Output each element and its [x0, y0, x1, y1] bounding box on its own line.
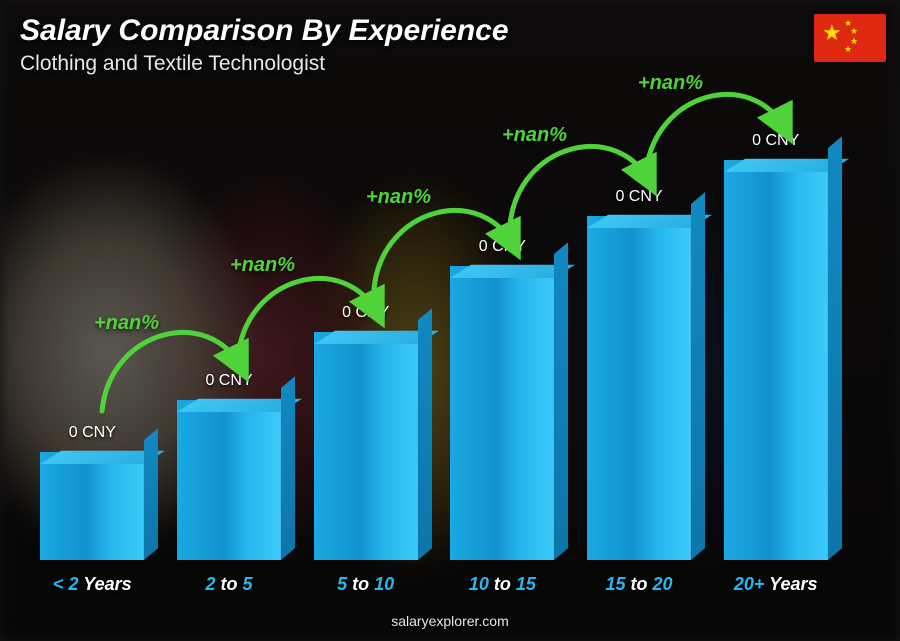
bar-front-face: [40, 452, 144, 560]
bar-side-face: [554, 242, 568, 560]
bar-group: 0 CNY 10 to 15: [434, 238, 571, 595]
bar: [724, 160, 828, 560]
category-label-part: 10: [469, 574, 489, 594]
bar-side-face: [418, 308, 432, 560]
delta-label: +nan%: [230, 254, 295, 277]
bar: [587, 216, 691, 560]
category-label-part: 20: [653, 574, 673, 594]
category-label-part: 15: [605, 574, 625, 594]
bar-group: 0 CNY 20+ Years: [707, 132, 844, 595]
bar-chart: 0 CNY< 2 Years0 CNY2 to 50 CNY5 to 100 C…: [24, 108, 844, 595]
bar-category-label: 5 to 10: [337, 574, 394, 595]
bar-group: 0 CNY 2 to 5: [161, 372, 298, 595]
bar-side-face: [144, 428, 158, 560]
bar: [40, 452, 144, 560]
delta-label: +nan%: [638, 72, 703, 95]
bar-group: 0 CNY 15 to 20: [571, 188, 708, 595]
chart-title: Salary Comparison By Experience: [20, 14, 509, 48]
category-label-part: to: [347, 574, 374, 594]
category-label-part: Years: [79, 574, 132, 594]
category-label-part: 15: [516, 574, 536, 594]
country-flag-china: ★ ★ ★ ★ ★: [814, 14, 886, 62]
bar-category-label: 10 to 15: [469, 574, 536, 595]
bar-category-label: 2 to 5: [205, 574, 252, 595]
flag-big-star-icon: ★: [822, 20, 842, 46]
delta-label: +nan%: [502, 124, 567, 147]
category-label-part: 5: [243, 574, 253, 594]
bar-value-label: 0 CNY: [69, 424, 116, 442]
category-label-part: to: [626, 574, 653, 594]
bar-front-face: [450, 266, 554, 560]
chart-subtitle: Clothing and Textile Technologist: [20, 52, 325, 76]
bar-value-label: 0 CNY: [752, 132, 799, 150]
bar: [177, 400, 281, 560]
category-label-part: to: [489, 574, 516, 594]
category-label-part: to: [216, 574, 243, 594]
category-label-part: 2: [205, 574, 215, 594]
bar-front-face: [314, 332, 418, 560]
category-label-part: Years: [764, 574, 817, 594]
footer-credit: salaryexplorer.com: [0, 613, 900, 629]
category-label-part: 10: [374, 574, 394, 594]
bar-front-face: [587, 216, 691, 560]
bar-group: 0 CNY < 2 Years: [24, 424, 161, 595]
bar-side-face: [691, 192, 705, 560]
bar-category-label: 20+ Years: [734, 574, 818, 595]
category-label-part: 20+: [734, 574, 765, 594]
bar-front-face: [724, 160, 828, 560]
bar-category-label: 15 to 20: [605, 574, 672, 595]
bar-value-label: 0 CNY: [479, 238, 526, 256]
category-label-part: 5: [337, 574, 347, 594]
bar-category-label: < 2 Years: [53, 574, 132, 595]
delta-label: +nan%: [366, 186, 431, 209]
bar-front-face: [177, 400, 281, 560]
bar: [450, 266, 554, 560]
category-label-part: < 2: [53, 574, 79, 594]
bar-value-label: 0 CNY: [615, 188, 662, 206]
bar-value-label: 0 CNY: [342, 304, 389, 322]
bar-value-label: 0 CNY: [205, 372, 252, 390]
flag-small-star-icon: ★: [844, 44, 852, 55]
bar-side-face: [281, 376, 295, 560]
bar: [314, 332, 418, 560]
bar-group: 0 CNY 5 to 10: [297, 304, 434, 595]
bar-side-face: [828, 136, 842, 560]
delta-label: +nan%: [94, 312, 159, 335]
